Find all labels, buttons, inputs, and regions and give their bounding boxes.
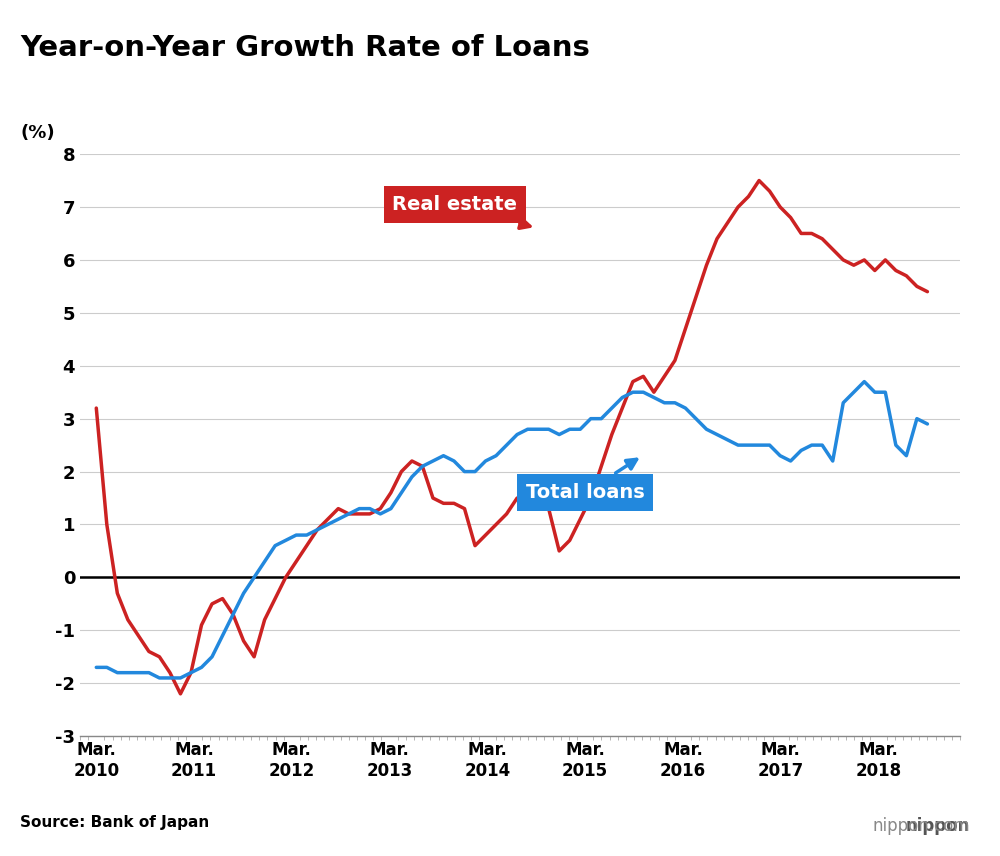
Text: Source: Bank of Japan: Source: Bank of Japan bbox=[20, 815, 209, 830]
Text: Year-on-Year Growth Rate of Loans: Year-on-Year Growth Rate of Loans bbox=[20, 34, 590, 62]
Text: Total loans: Total loans bbox=[526, 460, 645, 502]
Text: nippon.com: nippon.com bbox=[872, 817, 970, 835]
Text: nippon: nippon bbox=[906, 817, 970, 835]
Text: (%): (%) bbox=[20, 124, 55, 142]
Text: Real estate: Real estate bbox=[392, 195, 530, 229]
